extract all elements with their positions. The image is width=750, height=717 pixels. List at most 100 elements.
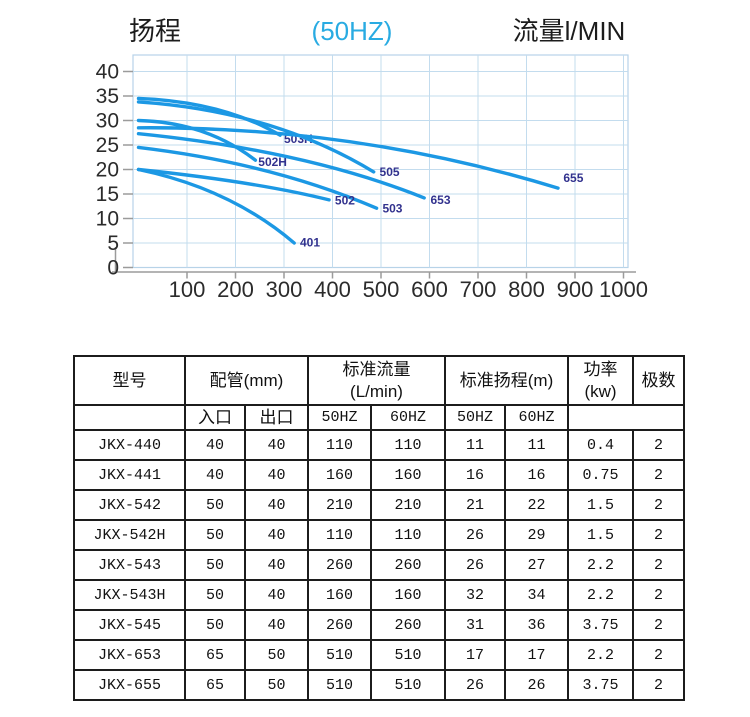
table-cell: 21 [444, 489, 506, 521]
pump-curve-655 [136, 126, 560, 190]
table-cell: 160 [307, 459, 372, 491]
table-cell: 2 [632, 489, 685, 521]
table-cell: 2 [632, 429, 685, 461]
header-head-60hz: 60HZ [504, 404, 569, 431]
pump-curve-502H [136, 118, 258, 162]
table-cell: 17 [444, 639, 506, 671]
table-cell: 65 [184, 669, 246, 701]
table-cell: 31 [444, 609, 506, 641]
table-cell: 210 [370, 489, 446, 521]
table-cell: 29 [504, 519, 569, 551]
model-cell: JKX-543 [73, 549, 186, 581]
table-row: JKX-655 65 50 510 510 26 26 3.75 2 [73, 669, 685, 701]
table-cell: 210 [307, 489, 372, 521]
table-cell: 510 [370, 669, 446, 701]
table-cell: 110 [307, 429, 372, 461]
table-cell: 260 [370, 609, 446, 641]
header-inlet: 入口 [184, 404, 246, 431]
table-cell: 1.5 [567, 489, 634, 521]
table-cell: 11 [444, 429, 506, 461]
table-cell: 27 [504, 549, 569, 581]
x-axis-title: 流量l/MIN [513, 16, 626, 46]
table-cell: 40 [184, 429, 246, 461]
table-row: JKX-543H 50 40 160 160 32 34 2.2 2 [73, 579, 685, 611]
x-tick-label: 500 [363, 277, 400, 302]
table-cell: 2 [632, 579, 685, 611]
table-cell: 110 [307, 519, 372, 551]
model-cell: JKX-655 [73, 669, 186, 701]
header-flow: 标准流量 (L/min) [307, 355, 446, 406]
table-cell: 50 [184, 519, 246, 551]
spec-table: 型号 配管(mm) 标准流量 (L/min) 标准扬程(m) 功率 (kw) 极… [73, 355, 685, 701]
table-cell: 36 [504, 609, 569, 641]
table-cell: 26 [444, 549, 506, 581]
table-cell: 34 [504, 579, 569, 611]
y-tick-label: 25 [96, 134, 119, 157]
table-row: JKX-545 50 40 260 260 31 36 3.75 2 [73, 609, 685, 641]
table-cell: 510 [370, 639, 446, 671]
header-empty-right [567, 404, 685, 431]
curve-label-503: 503 [382, 202, 402, 216]
x-tick-label: 600 [411, 277, 448, 302]
table-cell: 11 [504, 429, 569, 461]
table-cell: 2 [632, 669, 685, 701]
curve-label-502H: 502H [258, 155, 287, 169]
table-cell: 2 [632, 519, 685, 551]
header-empty-model [73, 404, 186, 431]
table-cell: 260 [307, 609, 372, 641]
pump-curve-503H [136, 96, 282, 137]
table-cell: 510 [307, 669, 372, 701]
model-cell: JKX-653 [73, 639, 186, 671]
model-cell: JKX-440 [73, 429, 186, 461]
pump-curve-502 [136, 167, 331, 202]
table-header-row-1: 型号 配管(mm) 标准流量 (L/min) 标准扬程(m) 功率 (kw) 极… [73, 355, 685, 406]
table-cell: 16 [444, 459, 506, 491]
table-cell: 3.75 [567, 669, 634, 701]
x-tick-label: 100 [169, 277, 206, 302]
header-poles: 极数 [632, 355, 685, 406]
x-tick-label: 1000 [599, 277, 648, 302]
table-row: JKX-542 50 40 210 210 21 22 1.5 2 [73, 489, 685, 521]
frequency-label: (50HZ) [312, 16, 393, 46]
y-tick-label: 15 [96, 183, 119, 206]
table-cell: 22 [504, 489, 569, 521]
table-cell: 50 [184, 609, 246, 641]
table-row: JKX-543 50 40 260 260 26 27 2.2 2 [73, 549, 685, 581]
header-outlet: 出口 [244, 404, 309, 431]
table-cell: 40 [244, 429, 309, 461]
table-cell: 160 [370, 579, 446, 611]
curve-label-502: 502 [335, 193, 355, 207]
x-tick-label: 200 [217, 277, 254, 302]
table-cell: 0.4 [567, 429, 634, 461]
table-cell: 110 [370, 429, 446, 461]
table-cell: 160 [370, 459, 446, 491]
x-tick-label: 700 [460, 277, 497, 302]
chart-grid [132, 54, 629, 269]
x-tick-label: 900 [557, 277, 594, 302]
table-cell: 40 [244, 579, 309, 611]
table-cell: 2.2 [567, 549, 634, 581]
table-row: JKX-441 40 40 160 160 16 16 0.75 2 [73, 459, 685, 491]
table-cell: 32 [444, 579, 506, 611]
x-tick-label: 800 [508, 277, 545, 302]
model-cell: JKX-441 [73, 459, 186, 491]
header-power: 功率 (kw) [567, 355, 634, 406]
table-cell: 2 [632, 459, 685, 491]
curve-label-505: 505 [380, 165, 400, 179]
performance-curve-chart: 100 200 300 400 500 600 700 800 900 1000 051015202… [96, 16, 648, 302]
table-cell: 2 [632, 549, 685, 581]
table-cell: 26 [444, 669, 506, 701]
table-cell: 2 [632, 609, 685, 641]
table-cell: 110 [370, 519, 446, 551]
model-cell: JKX-545 [73, 609, 186, 641]
table-cell: 40 [244, 609, 309, 641]
table-cell: 1.5 [567, 519, 634, 551]
curve-label-655: 655 [563, 171, 583, 185]
pump-curve-503 [136, 145, 379, 210]
table-cell: 0.75 [567, 459, 634, 491]
pump-curve-505 [136, 100, 376, 174]
table-cell: 50 [184, 579, 246, 611]
table-cell: 2 [632, 639, 685, 671]
model-cell: JKX-542H [73, 519, 186, 551]
